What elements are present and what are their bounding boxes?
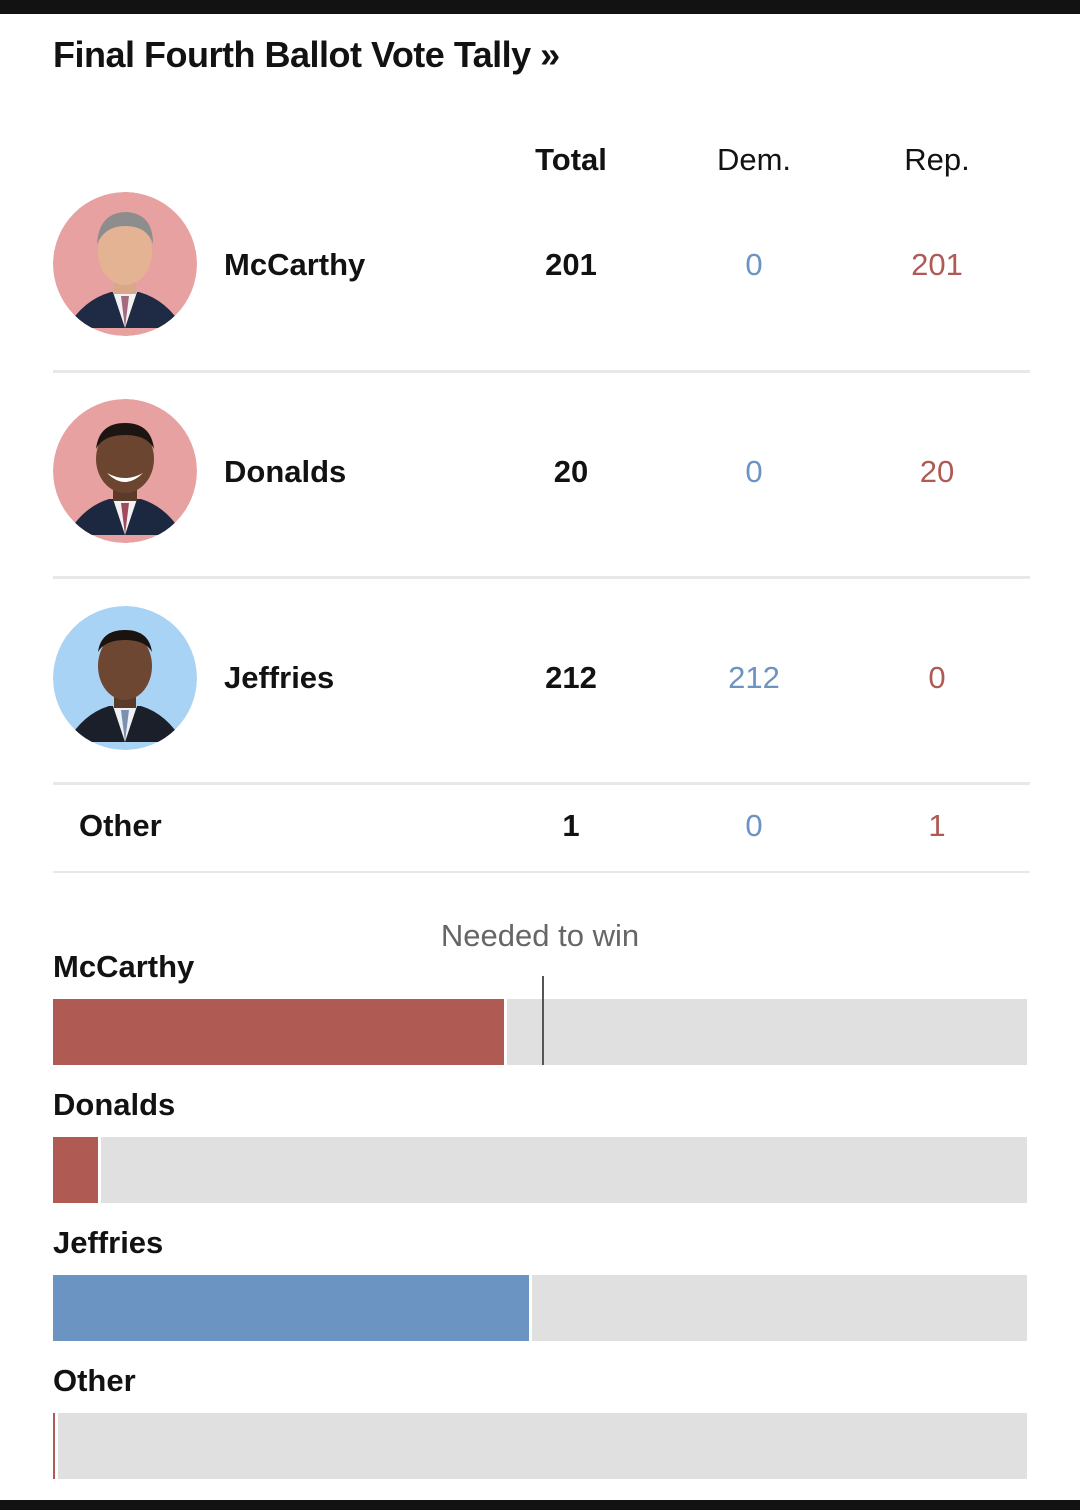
bar-track-donalds bbox=[53, 1137, 1027, 1203]
rep-cell: 20 bbox=[919, 454, 955, 489]
total-cell: 201 bbox=[545, 247, 597, 282]
mccarthy-avatar bbox=[53, 192, 197, 336]
total-cell: 20 bbox=[553, 454, 589, 489]
candidate-name: Other bbox=[79, 808, 162, 843]
bar-track-mccarthy bbox=[53, 999, 1027, 1065]
bar-label-mccarthy: McCarthy bbox=[53, 949, 195, 984]
column-header-total: Total bbox=[535, 142, 607, 177]
bottom-border bbox=[0, 1500, 1080, 1510]
jeffries-avatar bbox=[53, 606, 197, 750]
total-cell: 212 bbox=[545, 660, 597, 695]
total-cell: 1 bbox=[562, 808, 580, 843]
dem-cell: 0 bbox=[745, 808, 763, 843]
column-header-rep: Rep. bbox=[904, 142, 970, 177]
needed-to-win-line bbox=[542, 976, 544, 1065]
rep-cell: 0 bbox=[928, 660, 946, 695]
table-row-jeffries: Jeffries 212 212 0 bbox=[53, 579, 1030, 785]
donalds-avatar bbox=[53, 399, 197, 543]
bar-track-other bbox=[53, 1413, 1027, 1479]
table-row-mccarthy: McCarthy 201 0 201 bbox=[53, 192, 1030, 373]
bar-label-donalds: Donalds bbox=[53, 1087, 176, 1122]
page-title[interactable]: Final Fourth Ballot Vote Tally » bbox=[53, 34, 560, 75]
bar-label-other: Other bbox=[53, 1363, 136, 1398]
column-header-dem: Dem. bbox=[716, 142, 792, 177]
table-row-other: Other 1 0 1 bbox=[53, 785, 1030, 873]
bar-mccarthy bbox=[53, 999, 507, 1065]
bar-track-jeffries bbox=[53, 1275, 1027, 1341]
candidate-name: McCarthy bbox=[224, 247, 366, 282]
candidate-name: Jeffries bbox=[224, 660, 335, 695]
dem-cell: 212 bbox=[728, 660, 780, 695]
bar-label-jeffries: Jeffries bbox=[53, 1225, 164, 1260]
top-border bbox=[0, 0, 1080, 14]
dem-cell: 0 bbox=[745, 454, 763, 489]
bar-other bbox=[53, 1413, 58, 1479]
bar-donalds bbox=[53, 1137, 101, 1203]
table-row-donalds: Donalds 20 0 20 bbox=[53, 373, 1030, 579]
rep-cell: 201 bbox=[911, 247, 963, 282]
bar-jeffries bbox=[53, 1275, 532, 1341]
rep-cell: 1 bbox=[928, 808, 946, 843]
candidate-name: Donalds bbox=[224, 454, 347, 489]
dem-cell: 0 bbox=[745, 247, 763, 282]
needed-to-win-label: Needed to win bbox=[440, 918, 640, 953]
